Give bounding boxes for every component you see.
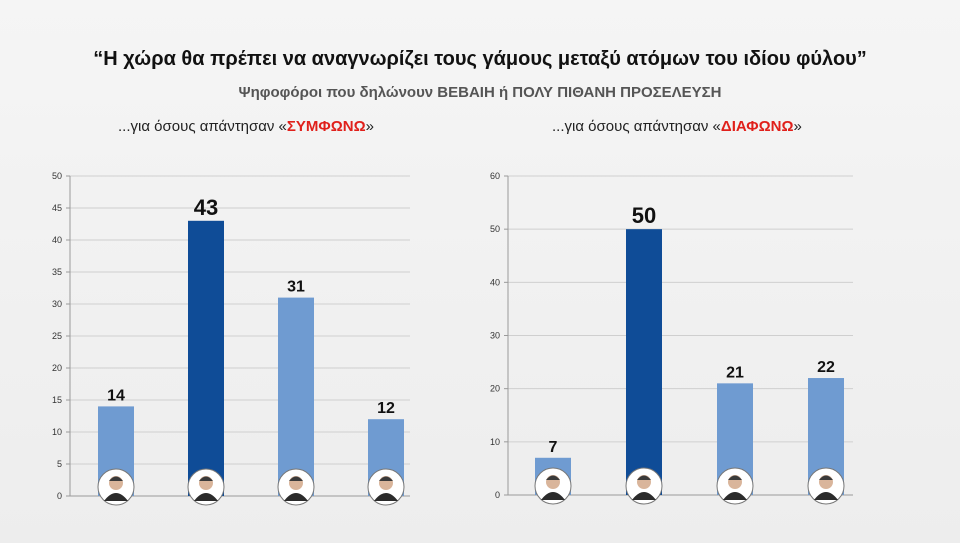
avatar-hair-icon bbox=[109, 476, 123, 481]
page-title: “Η χώρα θα πρέπει να αναγνωρίζει τους γά… bbox=[93, 48, 867, 70]
y-tick-label: 40 bbox=[52, 235, 62, 245]
y-tick-label: 0 bbox=[57, 491, 62, 501]
right-panel-title-prefix: ...για όσους απάντησαν « bbox=[552, 118, 721, 135]
data-label: 50 bbox=[632, 203, 656, 228]
data-label: 31 bbox=[287, 279, 305, 296]
y-tick-label: 30 bbox=[490, 331, 500, 341]
right-panel-title-highlight: ΔΙΑΦΩΝΩ bbox=[720, 118, 794, 135]
avatar-hair-icon bbox=[637, 475, 651, 480]
avatar-hair-icon bbox=[199, 476, 213, 481]
avatar-hair-icon bbox=[728, 475, 742, 480]
y-tick-label: 15 bbox=[52, 395, 62, 405]
y-tick-label: 60 bbox=[490, 171, 500, 181]
y-tick-label: 20 bbox=[490, 384, 500, 394]
left-panel-title: ...για όσους απάντησαν «ΣΥΜΦΩΝΩ» bbox=[118, 118, 374, 135]
avatar-suit-icon bbox=[814, 492, 838, 500]
avatar-suit-icon bbox=[374, 493, 398, 501]
data-label: 22 bbox=[817, 359, 835, 376]
left-bar-chart: 0 5 10 15 20 25 30 35 40 45 50 14 43 31 12 bbox=[52, 171, 410, 506]
y-tick-label: 30 bbox=[52, 299, 62, 309]
y-tick-label: 25 bbox=[52, 331, 62, 341]
data-label: 21 bbox=[726, 364, 744, 381]
avatar-hair-icon bbox=[289, 476, 303, 481]
y-tick-label: 20 bbox=[52, 363, 62, 373]
avatar-suit-icon bbox=[284, 493, 308, 501]
right-panel-title-suffix: » bbox=[793, 118, 802, 135]
data-label: 14 bbox=[107, 387, 125, 404]
right-bar-chart: 0 10 20 30 40 50 60 7 50 21 22 bbox=[490, 171, 853, 505]
right-panel-title: ...για όσους απάντησαν «ΔΙΑΦΩΝΩ» bbox=[552, 118, 802, 135]
avatar-suit-icon bbox=[541, 492, 565, 500]
avatar-suit-icon bbox=[194, 493, 218, 501]
avatar-hair-icon bbox=[379, 476, 393, 481]
y-tick-label: 0 bbox=[495, 490, 500, 500]
avatar-hair-icon bbox=[546, 475, 560, 480]
avatar-suit-icon bbox=[723, 492, 747, 500]
left-panel-title-highlight: ΣΥΜΦΩΝΩ bbox=[286, 118, 366, 135]
data-label: 7 bbox=[549, 439, 558, 456]
data-label: 43 bbox=[194, 195, 218, 220]
y-tick-label: 10 bbox=[490, 437, 500, 447]
avatar-suit-icon bbox=[632, 492, 656, 500]
y-tick-label: 50 bbox=[52, 171, 62, 181]
bar bbox=[188, 220, 224, 497]
y-tick-label: 5 bbox=[57, 459, 62, 469]
y-tick-label: 50 bbox=[490, 224, 500, 234]
bar bbox=[278, 297, 314, 496]
y-tick-label: 45 bbox=[52, 203, 62, 213]
y-tick-label: 10 bbox=[52, 427, 62, 437]
bar bbox=[626, 229, 662, 495]
y-tick-label: 35 bbox=[52, 267, 62, 277]
avatar-suit-icon bbox=[104, 493, 128, 501]
page-subtitle: Ψηφοφόροι που δηλώνουν ΒΕΒΑΙΗ ή ΠΟΛΥ ΠΙΘ… bbox=[238, 84, 722, 101]
data-label: 12 bbox=[377, 400, 395, 417]
avatar-hair-icon bbox=[819, 475, 833, 480]
y-tick-label: 40 bbox=[490, 277, 500, 287]
left-panel-title-prefix: ...για όσους απάντησαν « bbox=[118, 118, 287, 135]
left-panel-title-suffix: » bbox=[365, 118, 374, 135]
